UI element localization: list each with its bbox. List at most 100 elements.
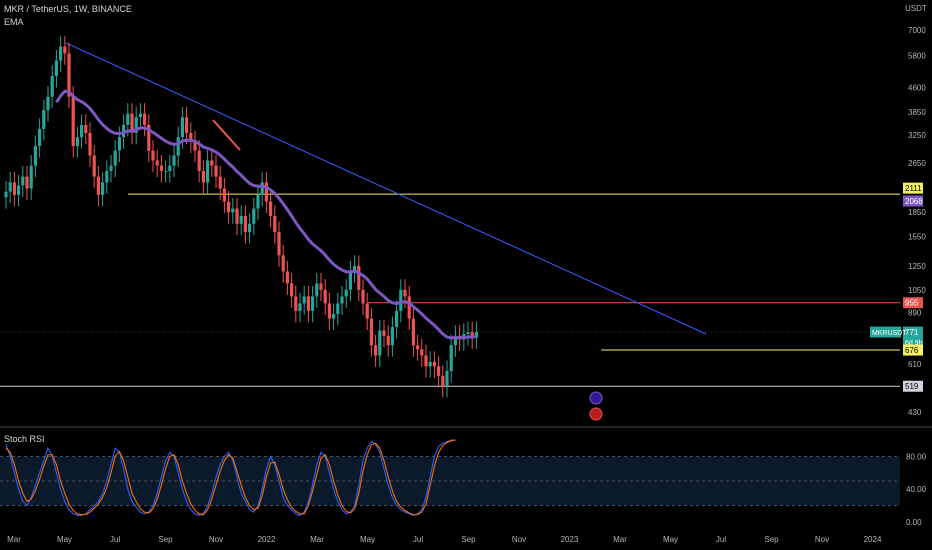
candle-body bbox=[399, 289, 403, 311]
symbol-label-bg bbox=[870, 326, 901, 338]
candle-body bbox=[344, 289, 348, 297]
candle-body bbox=[84, 124, 88, 133]
price-tick: 1550 bbox=[908, 232, 926, 241]
candle-body bbox=[361, 289, 365, 304]
price-tick: 3850 bbox=[908, 108, 926, 117]
candle-body bbox=[470, 332, 474, 338]
candle-body bbox=[382, 330, 386, 336]
price-label-519: 519 bbox=[905, 382, 919, 391]
candle-body bbox=[327, 303, 331, 319]
candle-body bbox=[302, 296, 306, 304]
x-tick: May bbox=[360, 535, 375, 544]
ema-indicator-label[interactable]: EMA bbox=[4, 17, 24, 27]
candle-body bbox=[33, 146, 37, 166]
candle-body bbox=[155, 160, 159, 166]
price-tick: 430 bbox=[908, 408, 922, 417]
candle-body bbox=[222, 188, 226, 202]
candle-body bbox=[298, 303, 302, 311]
stoch-d-line bbox=[5, 439, 456, 516]
candle-body bbox=[172, 155, 176, 166]
candle-body bbox=[466, 332, 470, 335]
x-tick: Mar bbox=[310, 535, 324, 544]
price-tick: 1050 bbox=[908, 286, 926, 295]
candle-body bbox=[285, 271, 289, 284]
candle-body bbox=[445, 371, 449, 386]
candle-body bbox=[105, 170, 109, 183]
candle-body bbox=[231, 208, 235, 213]
candle-body bbox=[117, 137, 121, 151]
price-tick: 610 bbox=[908, 360, 922, 369]
candle-body bbox=[357, 265, 361, 290]
candle-body bbox=[235, 208, 239, 224]
x-tick: Sep bbox=[764, 535, 779, 544]
x-tick: 2024 bbox=[864, 535, 882, 544]
x-tick: Jul bbox=[716, 535, 726, 544]
x-tick: 2022 bbox=[258, 535, 276, 544]
candle-body bbox=[332, 313, 336, 319]
candle-body bbox=[17, 185, 21, 195]
candle-body bbox=[54, 60, 58, 77]
x-tick: Nov bbox=[512, 535, 526, 544]
x-tick: Nov bbox=[209, 535, 223, 544]
candle-body bbox=[218, 176, 222, 189]
price-tick: 3250 bbox=[908, 131, 926, 140]
candle-body bbox=[348, 271, 352, 290]
candle-body bbox=[185, 117, 189, 133]
candle-body bbox=[449, 345, 453, 372]
candle-body bbox=[42, 110, 46, 129]
stoch-rsi-label[interactable]: Stoch RSI bbox=[4, 434, 45, 444]
candle-body bbox=[273, 215, 277, 233]
candle-body bbox=[164, 170, 168, 172]
earnings-icon bbox=[589, 407, 603, 421]
x-tick: Jul bbox=[413, 535, 423, 544]
candle-body bbox=[411, 318, 415, 346]
candle-body bbox=[474, 332, 478, 338]
candle-body bbox=[281, 255, 285, 272]
price-tick: 2650 bbox=[908, 159, 926, 168]
candle-body bbox=[138, 113, 142, 118]
candle-body bbox=[277, 232, 281, 256]
candle-body bbox=[424, 355, 428, 367]
candle-body bbox=[269, 201, 273, 216]
candle-body bbox=[193, 141, 197, 151]
candle-body bbox=[38, 128, 42, 147]
x-tick: Sep bbox=[461, 535, 476, 544]
candle-body bbox=[50, 76, 54, 97]
candle-body bbox=[113, 150, 117, 166]
candle-body bbox=[197, 150, 201, 171]
candle-body bbox=[378, 330, 382, 356]
x-tick: 2023 bbox=[561, 535, 579, 544]
candle-body bbox=[353, 265, 357, 272]
candle-body bbox=[151, 150, 155, 161]
candle-body bbox=[201, 170, 205, 183]
x-tick: Mar bbox=[7, 535, 21, 544]
candle-body bbox=[147, 124, 151, 151]
candle-body bbox=[315, 283, 319, 297]
candle-body bbox=[96, 176, 100, 195]
candle-body bbox=[59, 46, 63, 61]
candle-body bbox=[428, 361, 432, 367]
candle-body bbox=[319, 283, 323, 290]
candle-body bbox=[306, 296, 310, 311]
candle-body bbox=[432, 361, 436, 367]
stoch-tick: 0.00 bbox=[906, 518, 922, 527]
price-label-bg bbox=[903, 380, 923, 392]
candle-body bbox=[134, 117, 138, 133]
candle-body bbox=[4, 191, 8, 198]
candle-body bbox=[336, 303, 340, 314]
x-tick: May bbox=[663, 535, 678, 544]
price-label-bg bbox=[903, 344, 923, 356]
candle-body bbox=[71, 96, 75, 147]
candle-body bbox=[437, 366, 441, 376]
candle-body bbox=[101, 182, 105, 195]
candle-body bbox=[130, 113, 134, 133]
price-label-2111: 2111 bbox=[905, 184, 922, 193]
candle-body bbox=[290, 283, 294, 297]
candle-body bbox=[256, 194, 260, 209]
candle-body bbox=[109, 165, 113, 171]
candle-body bbox=[159, 165, 163, 171]
price-tick: 4600 bbox=[908, 83, 926, 92]
candle-body bbox=[227, 201, 231, 213]
candle-body bbox=[416, 345, 420, 350]
